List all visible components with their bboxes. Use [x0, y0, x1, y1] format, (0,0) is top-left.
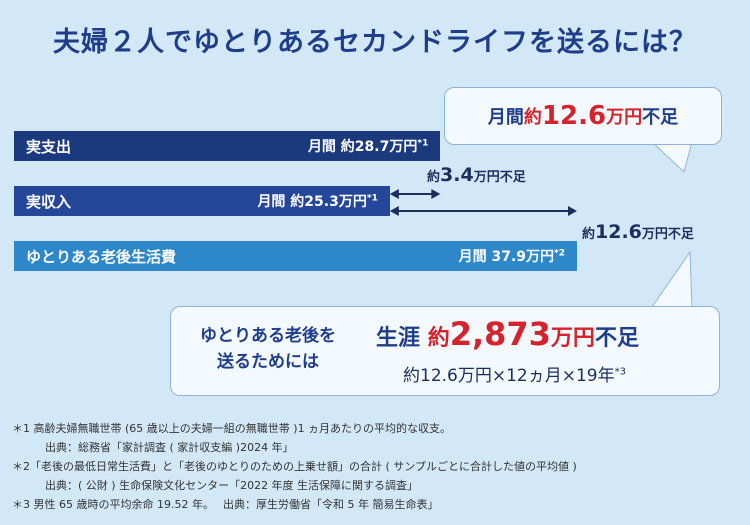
- footnotes: ＊1 高齢夫婦無職世帯 (65 歳以上の夫婦一組の無職世帯 )1 ヵ月あたりの平…: [12, 419, 742, 514]
- bar-ideal: ゆとりある老後生活費 月間 37.9万円*2: [14, 241, 577, 271]
- bar-ideal-value: 月間 37.9万円*2: [458, 248, 565, 265]
- gap-annotation-small: 約3.4万円不足: [427, 164, 526, 186]
- page-title: 夫婦２人でゆとりあるセカンドライフを送るには？: [53, 27, 697, 58]
- gap-arrow-small-right-head: [431, 189, 441, 199]
- gap-annotation-large: 約12.6万円不足: [582, 221, 694, 243]
- bar-income: 実収入 月間 約25.3万円*1: [14, 186, 390, 216]
- gap-arrow-large-right-head: [568, 206, 577, 216]
- footnote-line: 出典：総務省「家計調査 ( 家計収支編 )2024 年」: [12, 441, 294, 454]
- gap-arrow-large-left-head: [389, 206, 399, 216]
- bubble-top-tail: [650, 141, 693, 173]
- monthly-shortfall-amount: 12.6: [541, 101, 607, 131]
- footnote-line: ＊3 男性 65 歳時の平均余命 19.52 年。 出典：厚生労働省「令和 5 …: [12, 498, 439, 511]
- footnote-line: ＊2「老後の最低日常生活費」と「老後のゆとりのための上乗せ額」の合計 ( サンプ…: [12, 460, 577, 473]
- footnote-line: ＊1 高齢夫婦無職世帯 (65 歳以上の夫婦一組の無職世帯 )1 ヵ月あたりの平…: [12, 422, 452, 435]
- bubble-lifetime-shortfall: ゆとりある老後を 送るためには 生涯 約2,873万円不足 約12.6万円×12ヵ…: [170, 306, 720, 396]
- bar-income-value: 月間 約25.3万円*1: [257, 193, 378, 210]
- bar-income-label: 実収入: [26, 192, 72, 211]
- lifetime-shortfall-amount: 生涯 約2,873万円不足: [376, 315, 639, 353]
- footnote-line: 出典：( 公財 ) 生命保険文化センター「2022 年度 生活保障に関する調査」: [12, 479, 419, 492]
- bubble-bottom-tail: [651, 250, 693, 308]
- bar-expense: 実支出 月間 約28.7万円*1: [14, 131, 441, 161]
- bar-expense-label: 実支出: [26, 137, 72, 156]
- bar-ideal-label: ゆとりある老後生活費: [26, 247, 177, 266]
- bar-expense-value: 月間 約28.7万円*1: [307, 138, 429, 155]
- gap-arrow-small-left-head: [389, 189, 399, 199]
- bubble-monthly-shortfall: 月間約 12.6 万円 不足: [444, 87, 722, 145]
- lifetime-calculation: 約12.6万円×12ヵ月×19年*3: [403, 366, 626, 386]
- lifetime-lead-text: ゆとりある老後を 送るためには: [200, 326, 336, 372]
